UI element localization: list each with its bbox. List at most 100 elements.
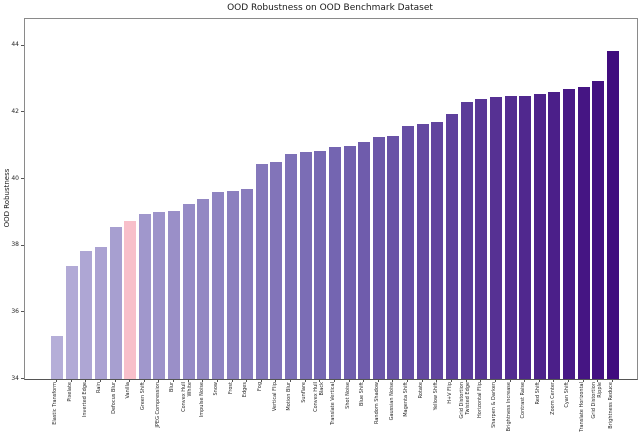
x-tick-label: Magenta Shift bbox=[403, 382, 410, 417]
x-tick-mark bbox=[216, 379, 218, 382]
x-tick-mark bbox=[451, 379, 452, 382]
x-tick-mark bbox=[70, 379, 72, 382]
x-tick-mark bbox=[333, 379, 335, 382]
x-tick-mark bbox=[319, 379, 321, 382]
y-tick-mark bbox=[21, 311, 24, 313]
x-tick-label: Rotate bbox=[418, 382, 424, 399]
bar bbox=[65, 265, 78, 379]
bar bbox=[197, 199, 210, 379]
bar bbox=[606, 50, 619, 379]
x-tick-label: Fog bbox=[257, 382, 264, 391]
bar bbox=[431, 122, 444, 379]
bar bbox=[577, 87, 590, 379]
x-tick-label: Yellow Shift bbox=[432, 382, 439, 411]
bar bbox=[358, 142, 371, 379]
y-tick-mark bbox=[21, 178, 24, 179]
x-tick-mark bbox=[290, 379, 292, 382]
x-tick-label: Defocus Blur bbox=[110, 382, 117, 414]
x-tick-label: Snow bbox=[213, 382, 220, 396]
x-tick-mark bbox=[158, 379, 160, 382]
x-tick-mark bbox=[363, 379, 365, 382]
x-tick-label: Contrast Raise bbox=[520, 382, 527, 419]
plot-area bbox=[24, 18, 638, 380]
y-tick-label: 38 bbox=[11, 241, 19, 249]
x-tick-mark bbox=[597, 379, 599, 382]
y-tick-label: 40 bbox=[11, 174, 19, 182]
x-tick-label: Green Shift bbox=[140, 382, 147, 411]
x-tick-mark bbox=[568, 379, 570, 382]
bar bbox=[504, 95, 517, 379]
x-tick-label: Horizontal Flip bbox=[476, 382, 483, 418]
x-tick-mark bbox=[407, 379, 409, 382]
x-tick-mark bbox=[231, 379, 233, 382]
x-tick-label: Translate Vertical bbox=[330, 382, 337, 426]
bar bbox=[475, 99, 488, 379]
bar bbox=[387, 135, 400, 379]
x-tick-label: Elastic Transform bbox=[52, 382, 59, 425]
x-tick-mark bbox=[494, 379, 496, 382]
bar bbox=[328, 147, 341, 379]
x-tick-label: JPEG Compression bbox=[154, 382, 161, 428]
bar bbox=[533, 94, 546, 379]
y-tick-mark bbox=[21, 111, 24, 113]
x-tick-label: Pixelate bbox=[66, 382, 73, 402]
bar bbox=[138, 214, 151, 379]
x-tick-mark bbox=[421, 379, 423, 382]
bar bbox=[563, 89, 576, 379]
bar bbox=[402, 125, 415, 379]
x-tick-label: Blur bbox=[169, 382, 176, 393]
x-tick-mark bbox=[611, 379, 613, 382]
bar bbox=[182, 204, 195, 379]
x-tick-label: Impulse Noise bbox=[198, 382, 205, 418]
bar bbox=[168, 210, 181, 379]
x-tick-mark bbox=[480, 379, 482, 382]
x-tick-mark bbox=[538, 379, 540, 382]
x-tick-label: Random Shadow bbox=[374, 382, 381, 425]
x-tick-mark bbox=[436, 379, 438, 382]
x-tick-label: Grid Distortion Ripple bbox=[590, 382, 603, 419]
bar bbox=[285, 154, 298, 379]
x-tick-mark bbox=[465, 379, 467, 382]
bar bbox=[592, 80, 605, 379]
bar bbox=[124, 220, 137, 379]
x-tick-mark bbox=[304, 379, 306, 382]
x-tick-mark bbox=[99, 379, 101, 382]
x-tick-mark bbox=[114, 379, 116, 382]
bar bbox=[109, 227, 122, 379]
x-tick-label: Translate Horizontal bbox=[578, 382, 585, 432]
x-tick-label: Brightness Increase bbox=[505, 382, 512, 432]
bar bbox=[314, 150, 327, 379]
x-tick-mark bbox=[173, 379, 175, 382]
bar bbox=[519, 95, 532, 379]
x-tick-mark bbox=[392, 379, 394, 382]
x-tick-mark bbox=[85, 379, 87, 382]
x-tick-label: Brightness Reduce bbox=[608, 382, 615, 429]
y-tick-label: 34 bbox=[11, 374, 19, 382]
bar bbox=[153, 212, 166, 379]
y-tick-label: 36 bbox=[11, 307, 19, 315]
y-tick-label: 42 bbox=[11, 107, 19, 115]
x-tick-mark bbox=[524, 379, 526, 382]
x-tick-label: Zoom Center bbox=[549, 382, 556, 415]
bar bbox=[416, 124, 429, 379]
x-tick-label: Blue Shift bbox=[359, 382, 366, 407]
x-tick-mark bbox=[275, 379, 277, 382]
bar bbox=[446, 114, 458, 379]
bar bbox=[255, 164, 268, 379]
bar bbox=[548, 92, 561, 379]
bar bbox=[51, 335, 63, 379]
bar bbox=[460, 102, 473, 379]
x-tick-mark bbox=[377, 379, 379, 382]
y-tick-mark bbox=[21, 378, 24, 379]
x-tick-label: Gaussian Noise bbox=[388, 382, 395, 421]
x-tick-label: Inverted Edge bbox=[81, 382, 88, 418]
bar bbox=[299, 152, 312, 379]
bar bbox=[211, 192, 224, 379]
y-tick-label: 44 bbox=[11, 41, 19, 49]
x-tick-label: Vertical Flip bbox=[271, 382, 278, 412]
x-tick-mark bbox=[129, 379, 131, 382]
x-tick-mark bbox=[202, 379, 204, 382]
y-tick-mark bbox=[21, 44, 24, 46]
x-tick-label: Grid Distortion Twisted Edge bbox=[459, 382, 471, 419]
